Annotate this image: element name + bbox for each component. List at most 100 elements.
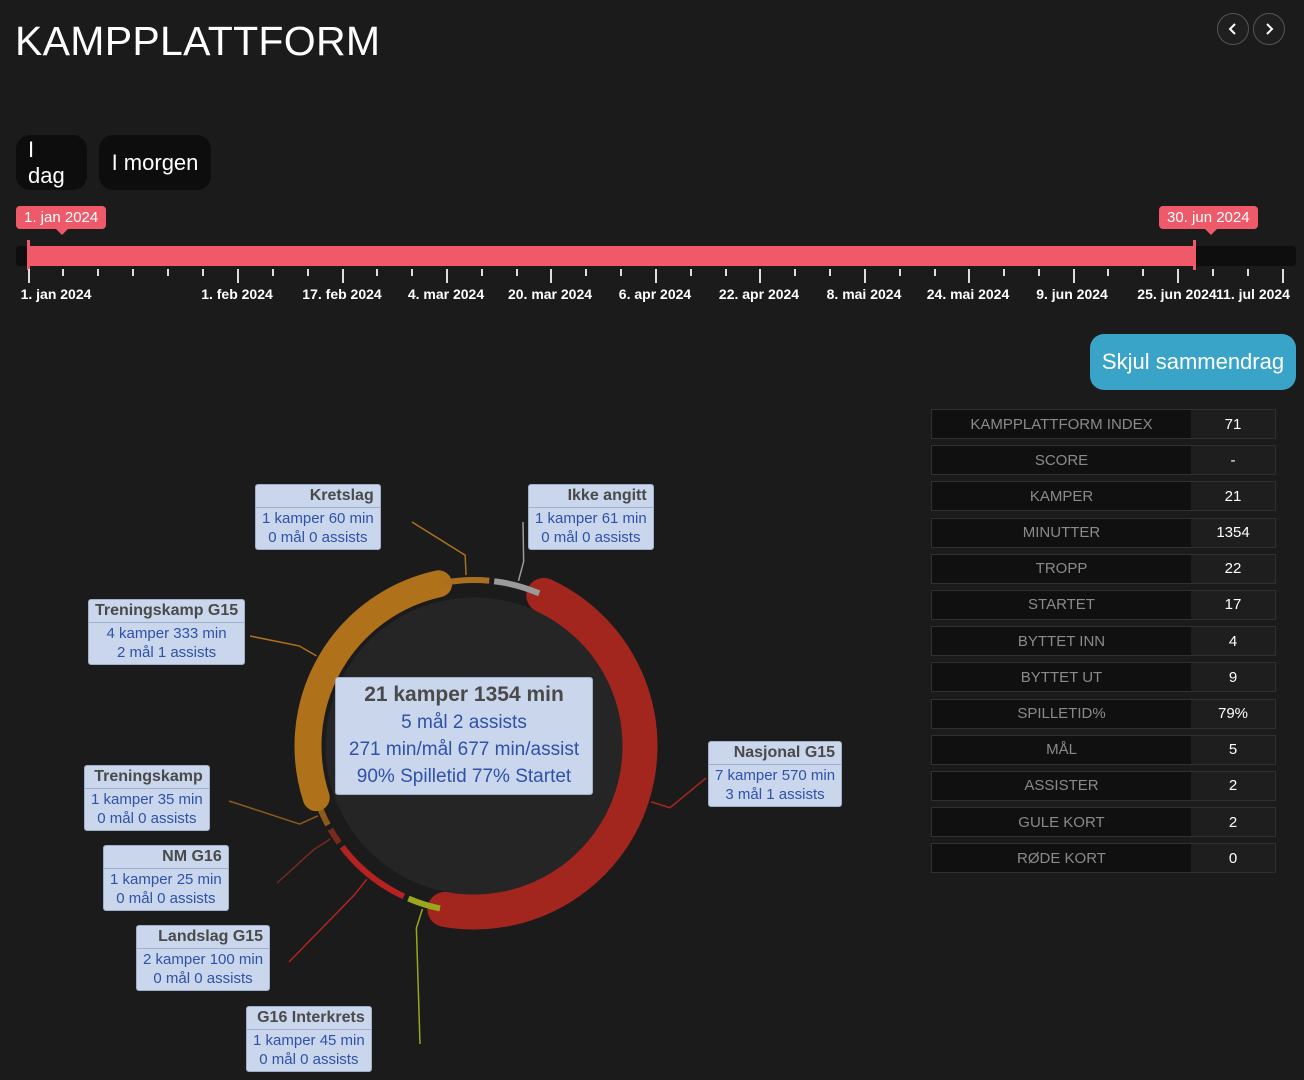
stat-row: RØDE KORT 0 <box>931 843 1276 874</box>
chart-center-summary: 21 kamper 1354 min 5 mål 2 assists 271 m… <box>335 677 593 795</box>
next-button[interactable] <box>1253 13 1285 45</box>
stat-label: MÅL <box>932 735 1191 764</box>
center-line-percent: 90% Spilletid 77% Startet <box>356 766 572 787</box>
slice-leader-line <box>288 878 368 963</box>
slice-label-matches: 1 kamper 60 min <box>262 510 374 527</box>
hide-summary-button[interactable]: Skjul sammendrag <box>1090 334 1296 390</box>
slice-label-matches: 1 kamper 61 min <box>535 510 647 527</box>
slider-tick <box>272 269 274 276</box>
slider-tick-label: 8. mai 2024 <box>826 286 902 302</box>
stats-table: KAMPPLATTFORM INDEX 71 SCORE - KAMPER 21 MINUT… <box>931 409 1276 879</box>
slider-tick <box>237 269 239 283</box>
slider-tick <box>1073 269 1075 283</box>
slice-label: Kretslag 1 kamper 60 min 0 mål 0 assists <box>255 484 381 550</box>
slider-tick <box>725 269 727 276</box>
slice-label-matches: 7 kamper 570 min <box>715 767 836 784</box>
end-date-flag: 30. jun 2024 <box>1159 206 1258 235</box>
slider-tick <box>1247 269 1249 276</box>
donut-slice[interactable] <box>294 570 453 812</box>
chevron-right-icon <box>1266 23 1274 35</box>
slider-tick <box>446 269 448 283</box>
slice-label-name: Treningskamp G15 <box>89 600 245 623</box>
stat-value: - <box>1191 446 1275 475</box>
slider-handle-start[interactable] <box>27 240 30 270</box>
slider-selection[interactable] <box>28 246 1195 266</box>
stat-label: GULE KORT <box>932 808 1191 837</box>
start-date-flag: 1. jan 2024 <box>16 206 107 235</box>
stat-label: BYTTET INN <box>932 627 1191 656</box>
date-range-slider[interactable]: 1. jan 2024 30. jun 2024 1. jan 2024 1. f… <box>16 206 1296 306</box>
stat-label: RØDE KORT <box>932 844 1191 873</box>
slider-tick-label: 9. jun 2024 <box>1036 286 1108 302</box>
stat-value: 2 <box>1191 808 1275 837</box>
slider-tick-label: 6. apr 2024 <box>618 286 692 302</box>
slice-label: Treningskamp G15 4 kamper 333 min 2 mål 1 … <box>88 599 246 665</box>
prev-button[interactable] <box>1217 13 1249 45</box>
slice-label-goals: 0 mål 0 assists <box>541 529 641 546</box>
center-title: 21 kamper 1354 min <box>364 683 564 706</box>
slice-label: Landslag G15 2 kamper 100 min 0 mål 0 assi… <box>136 925 271 991</box>
slider-tick <box>376 269 378 276</box>
competition-donut-chart: 21 kamper 1354 min 5 mål 2 assists 271 m… <box>0 470 900 1080</box>
slider-tick <box>655 269 657 283</box>
center-line-goals: 5 mål 2 assists <box>401 712 527 733</box>
slice-label-goals: 2 mål 1 assists <box>116 644 217 661</box>
tomorrow-button[interactable]: I morgen <box>99 135 211 190</box>
slice-label-matches: 1 kamper 35 min <box>91 791 203 808</box>
today-button[interactable]: I dag <box>16 135 87 190</box>
slider-tick-label: 17. feb 2024 <box>302 286 382 302</box>
slice-label: Nasjonal G15 7 kamper 570 min 3 mål 1 assi… <box>708 741 843 807</box>
slice-label-goals: 0 mål 0 assists <box>268 529 368 546</box>
stat-label: BYTTET UT <box>932 663 1191 692</box>
slider-tick <box>968 269 970 283</box>
slice-leader-line <box>249 635 317 657</box>
stat-row: BYTTET INN 4 <box>931 626 1276 657</box>
slice-label-goals: 3 mål 1 assists <box>725 786 825 803</box>
stat-row: SPILLETID% 79% <box>931 698 1276 729</box>
stat-row: BYTTET UT 9 <box>931 662 1276 693</box>
slider-tick <box>794 269 796 276</box>
slice-leader-line <box>228 800 319 825</box>
slider-tick <box>202 269 204 276</box>
slider-tick <box>550 269 552 283</box>
slice-label-goals: 0 mål 0 assists <box>153 970 253 987</box>
slider-tick <box>585 269 587 276</box>
slice-label-matches: 1 kamper 25 min <box>110 871 222 888</box>
donut-slice[interactable] <box>493 578 541 597</box>
slider-tick <box>62 269 64 276</box>
slider-tick-label: 1. feb 2024 <box>201 286 273 302</box>
stat-row: TROPP 22 <box>931 553 1276 584</box>
chevron-left-icon <box>1228 23 1236 35</box>
donut-slice[interactable] <box>407 895 441 912</box>
slider-tick <box>1003 269 1005 276</box>
stat-label: ASSISTER <box>932 771 1191 800</box>
slider-tick <box>934 269 936 276</box>
donut-slice[interactable] <box>327 827 342 845</box>
slider-handle-end[interactable] <box>1193 240 1197 270</box>
slider-tick <box>759 269 761 283</box>
slice-label-name: NM G16 <box>104 846 228 869</box>
stat-value: 0 <box>1191 844 1275 873</box>
slider-tick-label: 11. jul 2024 <box>1216 286 1290 302</box>
stat-label: STARTET <box>932 590 1191 619</box>
stat-label: SCORE <box>932 446 1191 475</box>
stat-value: 2 <box>1191 771 1275 800</box>
slider-tick <box>1107 269 1109 276</box>
stat-row: KAMPER 21 <box>931 481 1276 512</box>
donut-slice[interactable] <box>427 577 658 930</box>
donut-slice[interactable] <box>442 577 490 586</box>
slider-tick <box>167 269 169 276</box>
slice-label-name: Nasjonal G15 <box>709 742 842 765</box>
stat-value: 4 <box>1191 627 1275 656</box>
slider-tick <box>864 269 866 283</box>
slider-tick <box>307 269 309 276</box>
slider-tick <box>132 269 134 276</box>
stat-row: KAMPPLATTFORM INDEX 71 <box>931 409 1276 439</box>
slider-tick-label: 4. mar 2024 <box>407 286 485 302</box>
slider-tick <box>1177 269 1179 283</box>
slider-tick <box>481 269 483 276</box>
slice-label: Treningskamp 1 kamper 35 min 0 mål 0 assis… <box>84 765 210 831</box>
donut-slice[interactable] <box>339 845 406 900</box>
stat-label: MINUTTER <box>932 518 1191 547</box>
slider-tick <box>690 269 692 276</box>
